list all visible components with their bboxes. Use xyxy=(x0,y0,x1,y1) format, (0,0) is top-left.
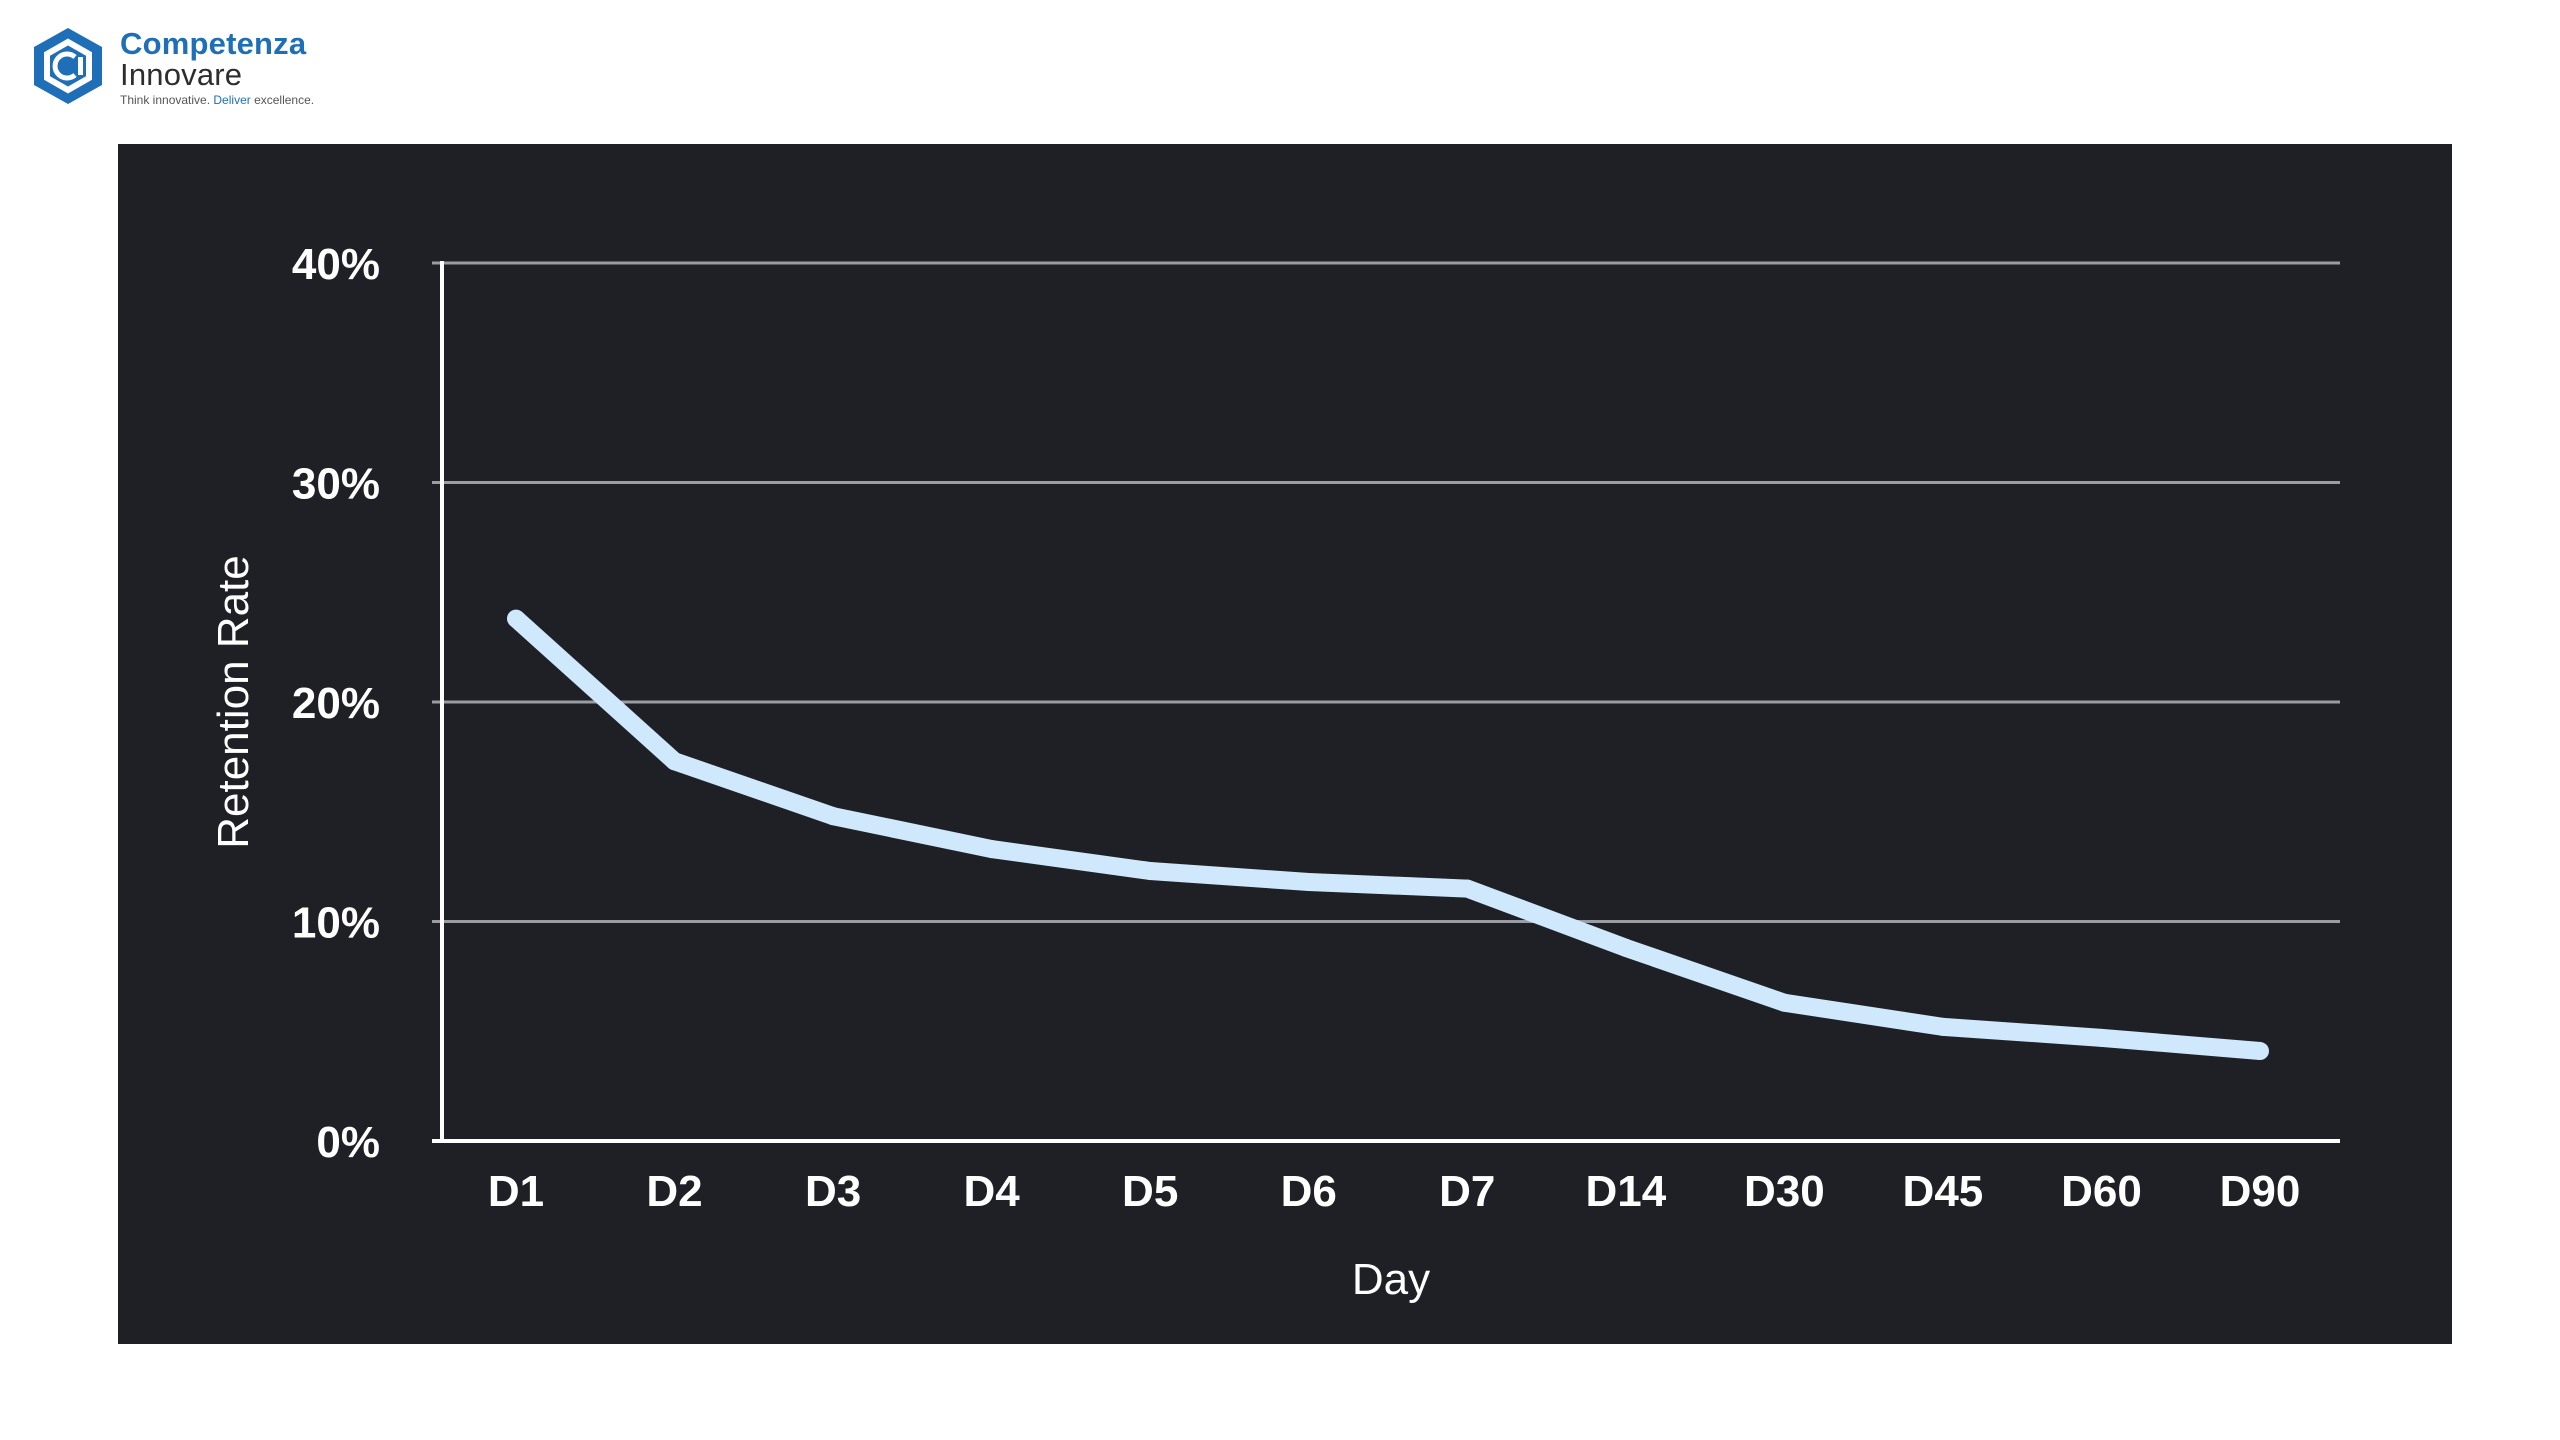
data-point-D30 xyxy=(1775,993,1794,1012)
x-tick-labels: D1 D2 D3 D4 D5 D6 D7 D14 D30 D45 D60 D90 xyxy=(488,1167,2300,1216)
x-tick-label: D6 xyxy=(1281,1167,1337,1216)
axes xyxy=(432,261,2340,1143)
x-axis-title: Day xyxy=(1352,1255,1430,1304)
logo-tagline-part1: Think innovative. xyxy=(120,93,211,107)
y-tick-labels: 0% 10% 20% 30% 40% xyxy=(292,240,380,1167)
data-point-D1 xyxy=(507,609,525,628)
x-tick-label: D4 xyxy=(964,1167,1021,1216)
x-tick-label: D7 xyxy=(1439,1167,1495,1216)
data-point-D4 xyxy=(982,840,1001,859)
y-tick-label: 40% xyxy=(292,240,380,289)
data-point-D6 xyxy=(1299,872,1318,891)
y-axis-title: Retention Rate xyxy=(209,555,258,849)
chart-panel: 0% 10% 20% 30% 40% D1 D2 D3 D4 D5 D6 D7 D14 D30 D45 D6… xyxy=(118,144,2452,1344)
logo-tagline: Think innovative. Deliver excellence. xyxy=(120,92,360,108)
data-point-D60 xyxy=(2092,1028,2111,1047)
x-tick-label: D2 xyxy=(646,1167,702,1216)
x-tick-label: D1 xyxy=(488,1167,544,1216)
logo-name-line1: Competenza xyxy=(120,26,307,61)
grid-lines xyxy=(432,261,2340,923)
logo-tagline-part2: Deliver xyxy=(213,93,251,107)
data-point-D2 xyxy=(665,752,684,771)
y-tick-label: 10% xyxy=(292,899,380,948)
data-point-D90 xyxy=(2251,1042,2269,1061)
x-tick-label: D60 xyxy=(2061,1167,2142,1216)
x-tick-label: D14 xyxy=(1585,1167,1666,1216)
logo-name-line2: Innovare xyxy=(120,57,243,92)
x-tick-label: D90 xyxy=(2220,1167,2301,1216)
logo-tagline-part3: excellence. xyxy=(254,93,315,107)
x-tick-label: D3 xyxy=(805,1167,861,1216)
x-tick-label: D45 xyxy=(1903,1167,1984,1216)
data-point-D45 xyxy=(1933,1017,1952,1036)
company-logo: Competenza Innovare Think innovative. De… xyxy=(28,26,348,110)
y-tick-label: 20% xyxy=(292,679,380,728)
y-tick-label: 30% xyxy=(292,460,380,509)
data-point-D14 xyxy=(1616,938,1635,957)
data-point-D5 xyxy=(1141,862,1160,881)
data-point-D3 xyxy=(824,807,843,826)
x-tick-label: D30 xyxy=(1744,1167,1825,1216)
logo-wordmark: Competenza Innovare Think innovative. De… xyxy=(120,28,360,108)
x-tick-label: D5 xyxy=(1122,1167,1178,1216)
data-point-D7 xyxy=(1458,879,1477,898)
retention-line-chart: 0% 10% 20% 30% 40% D1 D2 D3 D4 D5 D6 D7 D14 D30 D45 D6… xyxy=(209,240,2340,1304)
series-layer xyxy=(507,609,2269,1061)
y-tick-label: 0% xyxy=(316,1118,380,1167)
series-line-0 xyxy=(509,611,2261,1060)
hexagon-logo-icon xyxy=(34,28,102,104)
